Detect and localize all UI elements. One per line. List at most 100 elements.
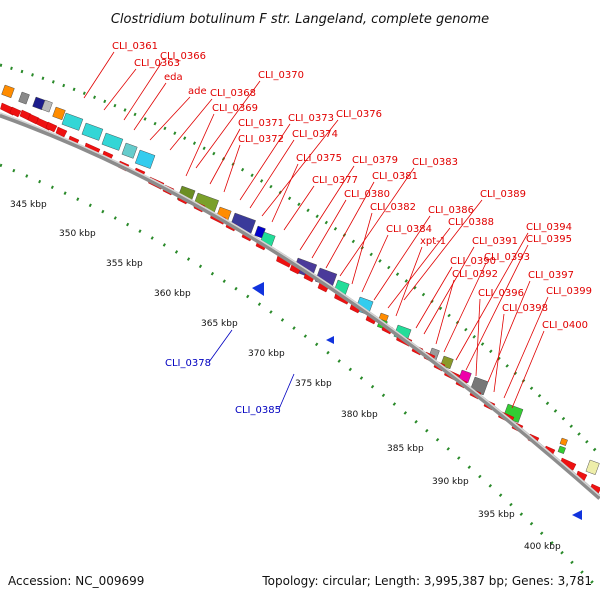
gene-label-cli_0361[interactable]: CLI_0361	[83, 41, 158, 99]
gene-label-cli_0379[interactable]: CLI_0379	[299, 155, 398, 251]
svg-text:CLI_0391: CLI_0391	[472, 236, 518, 247]
gene-label-eda[interactable]: eda	[133, 72, 183, 131]
gene-label-cli_0376[interactable]: CLI_0376	[261, 109, 382, 217]
gene-label-cli_0381[interactable]: CLI_0381	[325, 171, 418, 269]
gene-label-cli_0391[interactable]: CLI_0391	[423, 236, 518, 335]
gene-label-cli_0370[interactable]: CLI_0370	[195, 70, 304, 169]
gene-label-cli_0397[interactable]: CLI_0397	[487, 270, 574, 383]
reverse-gene-arrow[interactable]	[572, 510, 582, 520]
gene-label-cli_0363[interactable]: CLI_0363	[103, 58, 180, 111]
svg-text:CLI_0382: CLI_0382	[370, 202, 416, 213]
reverse-gene-arrow[interactable]	[252, 282, 264, 296]
gene-label-xpt-1[interactable]: xpt-1	[395, 236, 446, 317]
kbp-tick-label: 385 kbp	[387, 444, 424, 454]
gene-label-cli_0372[interactable]: CLI_0372	[223, 134, 284, 193]
svg-text:CLI_0399: CLI_0399	[546, 286, 592, 297]
svg-text:CLI_0383: CLI_0383	[412, 157, 458, 168]
gene-label-cli_0378[interactable]: CLI_0378	[165, 329, 233, 369]
svg-text:CLI_0375: CLI_0375	[296, 153, 342, 164]
svg-text:CLI_0369: CLI_0369	[212, 103, 258, 114]
svg-text:CLI_0363: CLI_0363	[134, 58, 180, 69]
gene-feature-block[interactable]	[121, 142, 138, 159]
gene-arrow[interactable]	[27, 113, 40, 125]
gene-feature-block[interactable]	[18, 91, 30, 105]
svg-text:CLI_0392: CLI_0392	[452, 269, 498, 280]
gene-feature-block[interactable]	[101, 132, 124, 151]
svg-text:CLI_0386: CLI_0386	[428, 205, 474, 216]
svg-text:ade: ade	[188, 86, 207, 97]
gene-label-cli_0388[interactable]: CLI_0388	[387, 217, 494, 309]
gene-label-cli_0369[interactable]: CLI_0369	[185, 103, 258, 177]
gene-label-ade[interactable]: ade	[149, 86, 207, 141]
svg-text:CLI_0395: CLI_0395	[526, 234, 572, 245]
svg-text:CLI_0377: CLI_0377	[312, 175, 358, 186]
reverse-gene-arrow[interactable]	[326, 336, 334, 344]
gene-label-cli_0385[interactable]: CLI_0385	[235, 373, 295, 416]
gene-label-cli_0386[interactable]: CLI_0386	[373, 205, 474, 301]
gene-label-cli_0398[interactable]: CLI_0398	[493, 303, 548, 393]
svg-text:CLI_0397: CLI_0397	[528, 270, 574, 281]
accession-text: Accession: NC_009699	[8, 574, 144, 588]
gene-arrow[interactable]	[55, 126, 68, 138]
gene-label-cli_0384[interactable]: CLI_0384	[361, 224, 432, 293]
gene-label-cli_0374[interactable]: CLI_0374	[249, 129, 338, 209]
map-title: Clostridium botulinum F str. Langeland, …	[111, 12, 489, 27]
svg-text:xpt-1: xpt-1	[420, 236, 446, 247]
gene-label-cli_0382[interactable]: CLI_0382	[351, 202, 416, 285]
kbp-tick-label: 400 kbp	[524, 542, 561, 552]
gene-label-cli_0399[interactable]: CLI_0399	[503, 286, 592, 399]
kbp-tick-label: 380 kbp	[341, 410, 378, 420]
genome-backbone	[0, 112, 600, 500]
gene-feature-block[interactable]	[134, 149, 156, 169]
gene-feature-block[interactable]	[559, 437, 568, 446]
gene-label-cli_0400[interactable]: CLI_0400	[511, 320, 588, 409]
gene-arrow[interactable]	[9, 106, 22, 118]
svg-text:CLI_0390: CLI_0390	[450, 256, 496, 267]
kbp-tick-label: 345 kbp	[10, 200, 47, 210]
svg-text:CLI_0361: CLI_0361	[112, 41, 158, 52]
svg-text:CLI_0371: CLI_0371	[238, 118, 284, 129]
gene-label-cli_0375[interactable]: CLI_0375	[271, 153, 342, 223]
gene-label-cli_0371[interactable]: CLI_0371	[209, 118, 284, 185]
gene-label-cli_0366[interactable]: CLI_0366	[123, 51, 206, 121]
svg-text:CLI_0368: CLI_0368	[210, 88, 256, 99]
gene-feature-block[interactable]	[1, 84, 15, 99]
gene-label-cli_0395[interactable]: CLI_0395	[465, 234, 572, 371]
gene-label-cli_0383[interactable]: CLI_0383	[339, 157, 458, 277]
gene-label-cli_0389[interactable]: CLI_0389	[403, 189, 526, 301]
gene-feature-block[interactable]	[557, 445, 566, 454]
summary-text: Topology: circular; Length: 3,995,387 bp…	[261, 574, 592, 588]
svg-text:CLI_0373: CLI_0373	[288, 113, 334, 124]
gene-label-cli_0392[interactable]: CLI_0392	[435, 269, 498, 345]
gene-label-cli_0393[interactable]: CLI_0393	[443, 252, 530, 353]
svg-text:CLI_0393: CLI_0393	[484, 252, 530, 263]
svg-text:CLI_0396: CLI_0396	[478, 288, 524, 299]
svg-text:CLI_0400: CLI_0400	[542, 320, 588, 331]
gene-label-cli_0377[interactable]: CLI_0377	[283, 175, 358, 231]
svg-text:CLI_0378: CLI_0378	[165, 358, 211, 369]
gene-label-cli_0390[interactable]: CLI_0390	[415, 256, 496, 329]
gene-arrow[interactable]	[45, 121, 58, 133]
gene-label-cli_0394[interactable]: CLI_0394	[455, 222, 572, 361]
gene-feature-block[interactable]	[81, 122, 104, 141]
svg-text:CLI_0394: CLI_0394	[526, 222, 572, 233]
svg-text:CLI_0374: CLI_0374	[292, 129, 338, 140]
svg-text:CLI_0379: CLI_0379	[352, 155, 398, 166]
kbp-tick-label: 370 kbp	[248, 349, 285, 359]
svg-text:CLI_0370: CLI_0370	[258, 70, 304, 81]
gene-feature-block[interactable]	[61, 112, 84, 131]
kbp-tick-label: 375 kbp	[295, 379, 332, 389]
gene-label-cli_0396[interactable]: CLI_0396	[475, 288, 524, 377]
kbp-tick-label: 355 kbp	[106, 259, 143, 269]
svg-text:CLI_0381: CLI_0381	[372, 171, 418, 182]
gene-feature-block[interactable]	[52, 106, 66, 121]
svg-text:CLI_0372: CLI_0372	[238, 134, 284, 145]
kbp-tick-label: 360 kbp	[154, 289, 191, 299]
gene-feature-block[interactable]	[585, 459, 600, 475]
gene-label-cli_0368[interactable]: CLI_0368	[169, 88, 256, 151]
gene-label-cli_0373[interactable]: CLI_0373	[239, 113, 334, 201]
kbp-tick-label: 365 kbp	[201, 319, 238, 329]
gene-feature-block[interactable]	[41, 99, 53, 113]
